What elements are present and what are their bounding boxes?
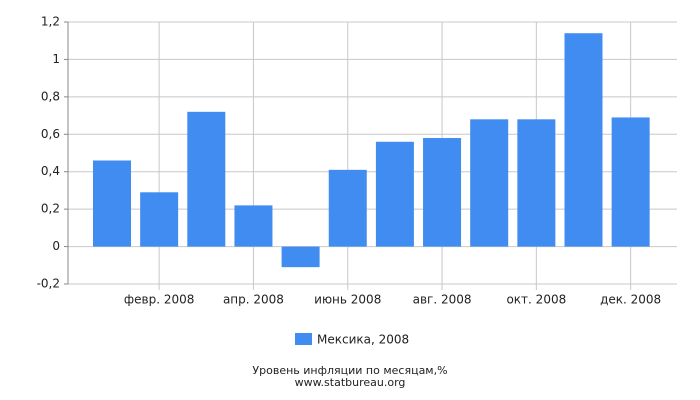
bar <box>234 205 273 247</box>
bar <box>93 160 131 247</box>
bar <box>187 111 226 247</box>
x-tick-label: авг. 2008 <box>413 293 472 307</box>
bar <box>281 246 320 268</box>
y-tick-label: 0,4 <box>41 164 60 178</box>
legend-swatch <box>295 333 312 345</box>
chart-title: Уровень инфляции по месяцам,% <box>252 364 447 377</box>
y-tick-label: 0,8 <box>41 89 60 103</box>
bar <box>328 169 367 247</box>
bar <box>470 119 509 247</box>
source: www.statbureau.org <box>295 376 406 389</box>
y-tick-label: 1,2 <box>41 15 60 29</box>
x-tick-label: июнь 2008 <box>314 293 381 307</box>
legend-label: Мексика, 2008 <box>317 333 409 347</box>
y-tick-label: 0,6 <box>41 127 60 141</box>
x-tick-label: февр. 2008 <box>124 293 195 307</box>
y-tick-label: 0,2 <box>41 202 60 216</box>
x-tick-label: апр. 2008 <box>223 293 284 307</box>
x-tick-label: дек. 2008 <box>600 293 661 307</box>
bar <box>423 138 462 247</box>
bar <box>140 192 179 247</box>
y-tick-label: 0 <box>52 239 60 253</box>
y-tick-label: -0,2 <box>37 277 60 291</box>
bar <box>611 117 650 247</box>
bar <box>564 33 603 247</box>
y-tick-label: 1 <box>52 52 60 66</box>
bar <box>375 141 414 247</box>
bar <box>517 119 556 247</box>
x-tick-label: окт. 2008 <box>506 293 566 307</box>
